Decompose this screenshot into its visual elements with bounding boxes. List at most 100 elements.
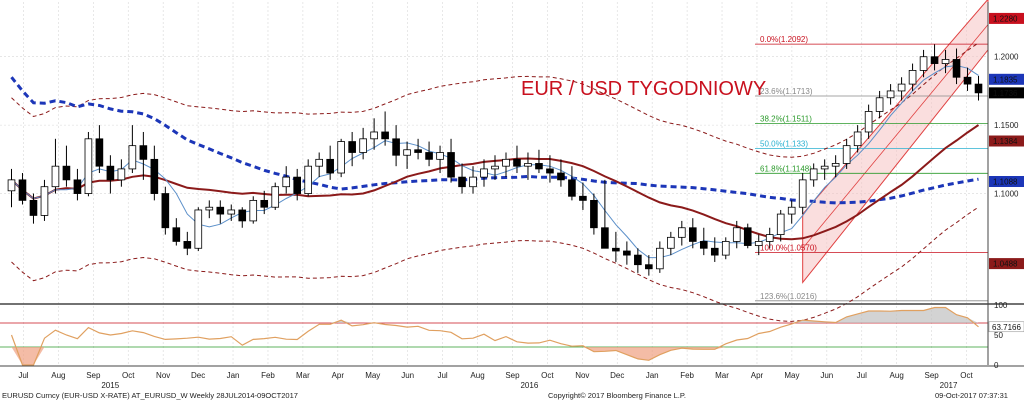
candle-body [557,172,565,181]
candle-body [348,141,356,153]
candle-body [315,158,323,167]
rsi-tick-label: 100 [994,301,1008,310]
price-tag-bg [989,135,1024,147]
candle-body [414,149,422,153]
x-tick-label: Jun [820,371,833,380]
candle-body [502,158,510,167]
candle-body [546,168,554,174]
x-tick-label: May [784,371,799,380]
x-tick-label: Aug [51,371,65,380]
candle-body [919,56,928,71]
candle-body [227,209,236,215]
x-year-label: 2016 [520,381,538,390]
rsi-panel [0,306,988,366]
x-tick-label: Mar [715,371,729,380]
candle-body [776,213,785,235]
candle-body [765,234,774,242]
fib-level-label: 123.6%(1.0216) [760,292,817,301]
price-tag-label: 1.1736 [993,89,1018,98]
candle-body [18,179,27,201]
y-tick-label: 1.1500 [994,121,1019,130]
candle-body [645,264,653,270]
x-tick-label: Apr [332,371,345,380]
x-tick-label: Apr [751,371,764,380]
x-tick-label: Aug [470,371,484,380]
candle-body [194,209,203,249]
fib-level-label: 50.0%(1.133) [760,139,808,148]
fib-level-label: 38.2%(1.1511) [760,115,812,124]
candle-body [139,145,148,160]
candle-body [897,83,906,92]
axes: Jul Aug Sep Oct Nov Dec Jan Feb Mar Apr May Jun Jul A… [0,2,1024,390]
fib-level-label: 0.0%(1.2092) [760,35,808,44]
fib-level-label: 100.0%(1.0570) [760,243,817,252]
x-tick-label: Dec [610,371,624,380]
chart-title: EUR / USD TYGODNIOWY [521,78,766,100]
candle-body [842,145,851,164]
x-tick-label: Jul [437,371,447,380]
candle-body [678,227,686,238]
candle-body [216,206,225,215]
x-tick-label: May [365,371,380,380]
main-plot: 0.0%(1.2092) 23.6%(1.1713) 38.2%(1.1511) 50… [7,0,989,322]
x-tick-label: Feb [261,371,275,380]
x-year-label: 2015 [101,381,119,390]
price-tag-bg [989,73,1024,85]
candle-body [875,97,884,112]
candle-body [601,227,609,249]
candle-body [963,76,972,85]
candle-body [271,186,280,208]
candle-body [260,199,269,208]
price-tag-label: 1.2280 [993,14,1018,23]
candle-body [337,141,345,174]
x-tick-label: Oct [541,371,554,380]
candle-body [403,149,411,156]
x-tick-label: Sep [505,371,520,380]
candle-body [952,59,961,78]
candle-body [623,250,631,256]
candle-body [491,165,499,170]
price-tag-bg [989,87,1024,99]
candle-body [161,193,170,229]
candle-body [787,206,796,215]
candle-body [304,165,312,194]
candle-body [930,56,939,64]
candle-body [469,176,477,188]
x-tick-label: Oct [960,371,973,380]
candle-body [172,227,181,242]
rsi-line [10,306,979,366]
candle-body [754,241,763,246]
fib-level-label: 23.6%(1.1713) [760,87,813,96]
candle-body [183,241,192,249]
x-tick-label: Nov [575,371,589,380]
candle-body [568,179,576,197]
x-year-label: 2017 [940,381,958,390]
x-tick-label: Jan [646,371,659,380]
rsi-last-tag-bg [988,321,1024,333]
candle-body [480,168,488,178]
candle-body [51,165,60,188]
candle-body [106,165,115,181]
candle-body [590,199,598,229]
candle-body [392,138,400,156]
candle-body [974,83,983,94]
x-tick-label: Jul [18,371,28,380]
footer-source: EURUSD Curncy (EUR-USD X-RATE) AT_EURUSD… [2,391,298,400]
price-tag-label: 1.1835 [993,75,1018,84]
candle-body [579,195,587,201]
candle-body [128,145,137,170]
price-tag-label: 1.0488 [993,260,1018,269]
candle-body [84,138,93,194]
candle-body [381,131,389,140]
candle-body [710,247,719,256]
candle-body [699,241,708,249]
candle-body [205,206,214,211]
candle-body [820,165,829,170]
candle-body [941,59,950,64]
candle-body [436,152,444,160]
y-tick-label: 1.2000 [994,53,1019,62]
x-tick-label: Sep [86,371,101,380]
candle-body [40,186,49,216]
candle-body [293,176,302,194]
